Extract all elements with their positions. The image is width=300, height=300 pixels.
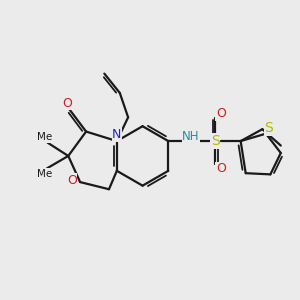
Text: S: S — [265, 121, 273, 135]
Text: O: O — [216, 107, 226, 120]
Text: NH: NH — [182, 130, 200, 143]
Text: O: O — [67, 174, 77, 187]
Text: N: N — [112, 128, 122, 141]
Text: Me: Me — [38, 132, 53, 142]
Text: Me: Me — [37, 169, 52, 179]
Text: S: S — [211, 134, 220, 148]
Text: O: O — [216, 162, 226, 175]
Text: O: O — [62, 97, 72, 110]
